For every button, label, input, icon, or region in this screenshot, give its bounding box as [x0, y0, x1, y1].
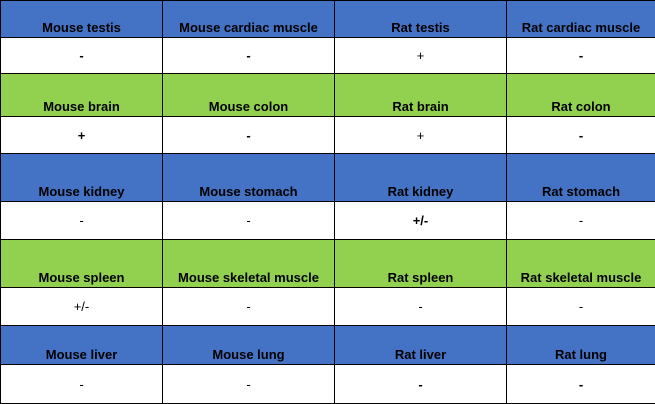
value-cell-rat-lung: - [507, 365, 655, 404]
header-cell-rat-liver: Rat liver [335, 326, 507, 365]
header-cell-mouse-skeletal-muscle: Mouse skeletal muscle [163, 240, 335, 288]
header-cell-rat-stomach: Rat stomach [507, 154, 655, 202]
header-cell-mouse-testis: Mouse testis [1, 1, 163, 38]
header-cell-rat-kidney: Rat kidney [335, 154, 507, 202]
value-cell-mouse-kidney: - [1, 202, 163, 240]
header-cell-mouse-colon: Mouse colon [163, 74, 335, 117]
value-cell-rat-kidney: +/- [335, 202, 507, 240]
header-cell-mouse-cardiac-muscle: Mouse cardiac muscle [163, 1, 335, 38]
header-cell-rat-spleen: Rat spleen [335, 240, 507, 288]
value-cell-mouse-skeletal-muscle: - [163, 288, 335, 326]
header-cell-rat-testis: Rat testis [335, 1, 507, 38]
value-row-liver-lung: - - - - [1, 365, 655, 404]
value-row-kidney-stomach: - - +/- - [1, 202, 655, 240]
value-cell-rat-brain: + [335, 117, 507, 154]
header-cell-mouse-spleen: Mouse spleen [1, 240, 163, 288]
header-cell-mouse-stomach: Mouse stomach [163, 154, 335, 202]
header-row-kidney-stomach: Mouse kidney Mouse stomach Rat kidney Ra… [1, 154, 655, 202]
value-row-brain-colon: + - + - [1, 117, 655, 154]
header-row-testis-cardiac: Mouse testis Mouse cardiac muscle Rat te… [1, 1, 655, 38]
value-cell-rat-liver: - [335, 365, 507, 404]
header-cell-mouse-brain: Mouse brain [1, 74, 163, 117]
header-row-liver-lung: Mouse liver Mouse lung Rat liver Rat lun… [1, 326, 655, 365]
value-cell-rat-skeletal-muscle: - [507, 288, 655, 326]
header-row-spleen-skeletal: Mouse spleen Mouse skeletal muscle Rat s… [1, 240, 655, 288]
header-cell-mouse-kidney: Mouse kidney [1, 154, 163, 202]
header-cell-rat-brain: Rat brain [335, 74, 507, 117]
header-cell-mouse-liver: Mouse liver [1, 326, 163, 365]
value-cell-rat-cardiac-muscle: - [507, 38, 655, 74]
header-cell-rat-lung: Rat lung [507, 326, 655, 365]
value-cell-mouse-spleen: +/- [1, 288, 163, 326]
value-row-testis-cardiac: - - + - [1, 38, 655, 74]
value-cell-mouse-stomach: - [163, 202, 335, 240]
value-cell-rat-colon: - [507, 117, 655, 154]
value-cell-mouse-liver: - [1, 365, 163, 404]
header-cell-rat-cardiac-muscle: Rat cardiac muscle [507, 1, 655, 38]
value-cell-mouse-brain: + [1, 117, 163, 154]
value-cell-mouse-lung: - [163, 365, 335, 404]
value-cell-rat-stomach: - [507, 202, 655, 240]
value-row-spleen-skeletal: +/- - - - [1, 288, 655, 326]
value-cell-mouse-testis: - [1, 38, 163, 74]
value-cell-rat-testis: + [335, 38, 507, 74]
header-cell-mouse-lung: Mouse lung [163, 326, 335, 365]
value-cell-mouse-colon: - [163, 117, 335, 154]
value-cell-rat-spleen: - [335, 288, 507, 326]
value-cell-mouse-cardiac-muscle: - [163, 38, 335, 74]
header-row-brain-colon: Mouse brain Mouse colon Rat brain Rat co… [1, 74, 655, 117]
header-cell-rat-skeletal-muscle: Rat skeletal muscle [507, 240, 655, 288]
header-cell-rat-colon: Rat colon [507, 74, 655, 117]
